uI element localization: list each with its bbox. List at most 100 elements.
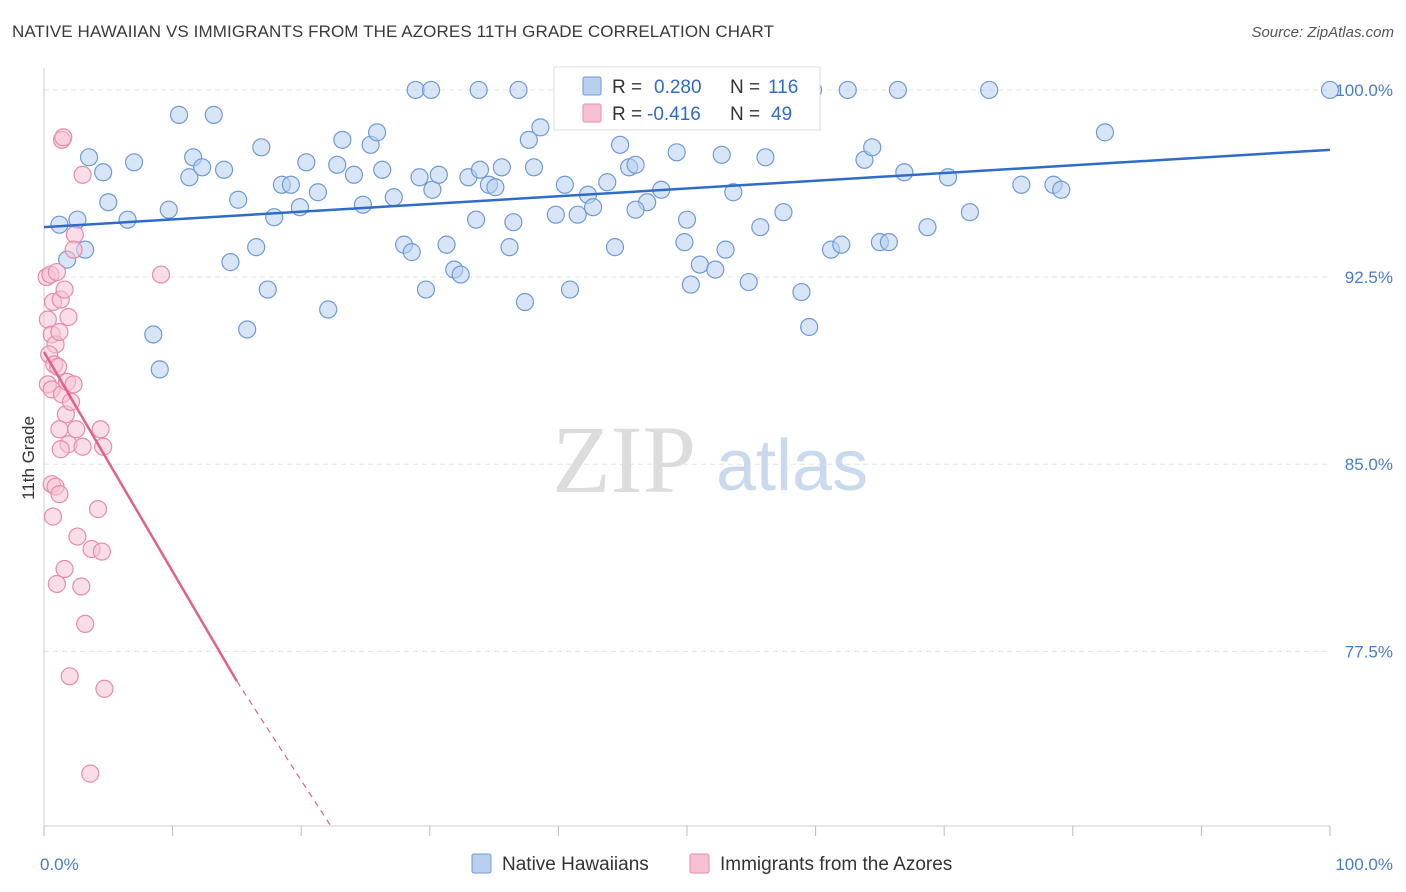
point-native-hawaiian-74 — [675, 233, 694, 252]
point-native-hawaiian-81 — [724, 183, 743, 202]
point-native-hawaiian-87 — [800, 317, 819, 337]
watermark-atlas: atlas — [716, 426, 868, 506]
point-native-hawaiian-104 — [1052, 180, 1071, 199]
point-native-hawaiian-54 — [500, 238, 519, 257]
point-native-hawaiian-65 — [584, 198, 603, 217]
point-native-hawaiian-22 — [252, 138, 271, 157]
point-native-hawaiian-50 — [470, 160, 490, 179]
point-native-hawaiian-111 — [421, 80, 441, 100]
point-azores-35 — [88, 500, 108, 519]
point-native-hawaiian-53 — [492, 158, 511, 177]
point-native-hawaiian-45 — [437, 235, 456, 254]
point-native-hawaiian-20 — [238, 320, 257, 339]
trend-line-native-hawaiians — [43, 148, 1331, 229]
legend-r-label-1: R = — [612, 77, 642, 98]
point-azores-37 — [91, 420, 110, 439]
point-native-hawaiian-32 — [333, 130, 352, 149]
point-native-hawaiian-109 — [626, 200, 645, 219]
point-native-hawaiian-83 — [751, 218, 770, 237]
bottom-legend-azores: Immigrants from the Azores — [720, 854, 952, 875]
legend-n-label-2: N = — [730, 104, 760, 125]
point-azores-33 — [47, 574, 66, 594]
point-native-hawaiian-63 — [568, 205, 587, 224]
point-native-hawaiian-91 — [838, 80, 857, 100]
point-native-hawaiian-23 — [258, 280, 277, 299]
point-native-hawaiian-15 — [193, 158, 212, 177]
point-native-hawaiian-19 — [229, 190, 248, 209]
point-native-hawaiian-24 — [265, 208, 284, 227]
point-native-hawaiian-58 — [524, 158, 544, 177]
point-native-hawaiian-7 — [118, 210, 137, 229]
point-azores-29 — [43, 507, 63, 526]
point-native-hawaiian-56 — [519, 130, 538, 149]
point-native-hawaiian-21 — [247, 238, 266, 257]
chart-source: Source: ZipAtlas.com — [1251, 24, 1394, 41]
point-native-hawaiian-30 — [319, 300, 338, 319]
point-native-hawaiian-78 — [706, 260, 725, 279]
point-native-hawaiian-96 — [888, 80, 908, 100]
trend-lines — [42, 148, 1331, 827]
point-native-hawaiian-76 — [681, 275, 700, 294]
point-azores-25 — [51, 440, 70, 459]
point-native-hawaiian-42 — [416, 280, 436, 299]
point-native-hawaiian-38 — [384, 188, 403, 207]
legend-swatch-blue — [582, 76, 602, 96]
point-native-hawaiian-40 — [402, 243, 421, 262]
point-native-hawaiian-75 — [677, 210, 697, 229]
point-native-hawaiian-11 — [159, 200, 178, 219]
point-native-hawaiian-12 — [169, 105, 189, 124]
point-azores-3 — [47, 262, 66, 282]
point-native-hawaiian-86 — [792, 282, 811, 302]
y-tick-label-2: 92.5% — [1345, 268, 1393, 287]
point-native-hawaiian-37 — [373, 160, 392, 179]
legend-r-value-2: -0.416 — [647, 104, 701, 125]
point-native-hawaiian-84 — [756, 148, 775, 167]
point-native-hawaiian-105 — [1095, 123, 1115, 142]
point-native-hawaiian-36 — [367, 123, 387, 142]
point-native-hawaiian-106 — [1320, 80, 1340, 100]
point-native-hawaiian-85 — [774, 203, 793, 222]
point-native-hawaiian-61 — [555, 175, 574, 194]
point-azores-48 — [151, 265, 171, 284]
bottom-legend-native-hawaiians: Native Hawaiians — [502, 854, 649, 875]
y-tick-label-0: 77.5% — [1345, 642, 1393, 661]
point-native-hawaiian-2 — [79, 148, 99, 167]
point-native-hawaiian-31 — [328, 155, 347, 174]
point-azores-41 — [76, 614, 95, 633]
point-native-hawaiian-34 — [353, 195, 373, 214]
point-native-hawaiian-93 — [863, 138, 882, 157]
point-azores-34 — [72, 577, 91, 596]
trend-line-azores — [42, 351, 238, 682]
point-native-hawaiian-66 — [598, 173, 617, 192]
point-native-hawaiian-43 — [423, 180, 442, 199]
point-azores-46 — [65, 225, 84, 244]
series-native-hawaiians — [50, 80, 1340, 379]
point-azores-39 — [60, 667, 79, 686]
point-azores-24 — [73, 437, 92, 456]
point-native-hawaiian-60 — [546, 205, 565, 224]
point-azores-47 — [64, 240, 83, 259]
point-azores-40 — [95, 679, 114, 698]
y-tick-label-3: 100.0% — [1335, 81, 1393, 100]
watermark: ZIP atlas — [552, 406, 868, 513]
legend-r-label-2: R = — [612, 104, 642, 125]
point-native-hawaiian-33 — [344, 165, 364, 184]
point-native-hawaiian-57 — [515, 292, 535, 312]
point-native-hawaiian-102 — [1012, 175, 1031, 194]
point-native-hawaiian-49 — [466, 210, 486, 229]
point-native-hawaiian-98 — [918, 218, 937, 237]
point-azores-32 — [55, 559, 74, 579]
point-native-hawaiian-67 — [605, 238, 625, 257]
point-native-hawaiian-79 — [716, 240, 735, 259]
x-tick-label-0: 0.0% — [40, 855, 79, 874]
stats-legend: R = 0.280 N = 116 R = -0.416 N = 49 — [553, 66, 821, 131]
point-native-hawaiian-29 — [308, 183, 328, 202]
point-native-hawaiian-110 — [406, 80, 425, 100]
axes — [43, 68, 1331, 836]
grid-lines — [44, 89, 1330, 652]
point-native-hawaiian-62 — [560, 280, 580, 299]
legend-n-value-1: 116 — [768, 77, 798, 98]
point-native-hawaiian-55 — [504, 213, 523, 232]
point-native-hawaiian-90 — [832, 235, 851, 254]
